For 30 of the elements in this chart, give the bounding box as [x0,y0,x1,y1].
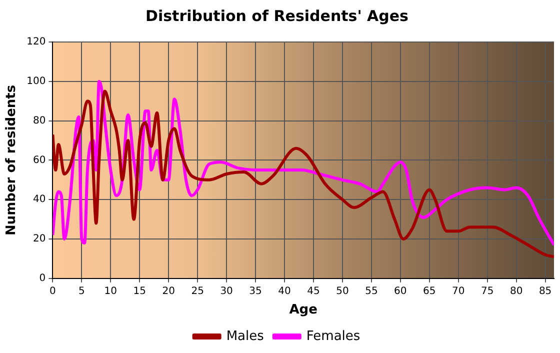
y-axis-title: Number of residents [4,84,20,236]
legend-label: Females [306,328,360,344]
x-tick-label: 15 [133,286,146,297]
x-tick-label: 20 [162,286,175,297]
x-tick-label: 70 [452,286,465,297]
chart-title: Distribution of Residents' Ages [146,6,409,25]
y-tick-label: 60 [32,154,46,166]
x-tick-label: 75 [480,286,494,297]
y-tick-label: 40 [32,194,46,206]
x-axis-title: Age [289,302,318,318]
x-tick-label: 85 [538,286,552,297]
legend-label: Males [226,328,264,344]
x-tick-label: 65 [423,286,436,297]
x-tick-label: 50 [336,286,349,297]
x-tick-label: 35 [249,286,262,297]
y-tick-label: 0 [39,272,46,284]
x-tick-label: 5 [78,286,85,297]
x-tick-label: 40 [278,286,291,297]
x-tick-label: 0 [50,286,56,297]
y-tick-label: 120 [26,36,46,48]
y-tick-label: 20 [32,234,46,245]
y-tick-label: 100 [26,76,46,87]
x-tick-label: 45 [307,286,320,297]
x-tick-label: 80 [510,286,523,297]
x-tick-label: 25 [191,286,204,297]
y-tick-label: 80 [32,115,46,126]
x-tick-label: 10 [104,286,118,297]
x-tick-label: 60 [394,286,407,297]
x-tick-label: 55 [365,286,378,297]
x-tick-label: 30 [220,286,233,297]
